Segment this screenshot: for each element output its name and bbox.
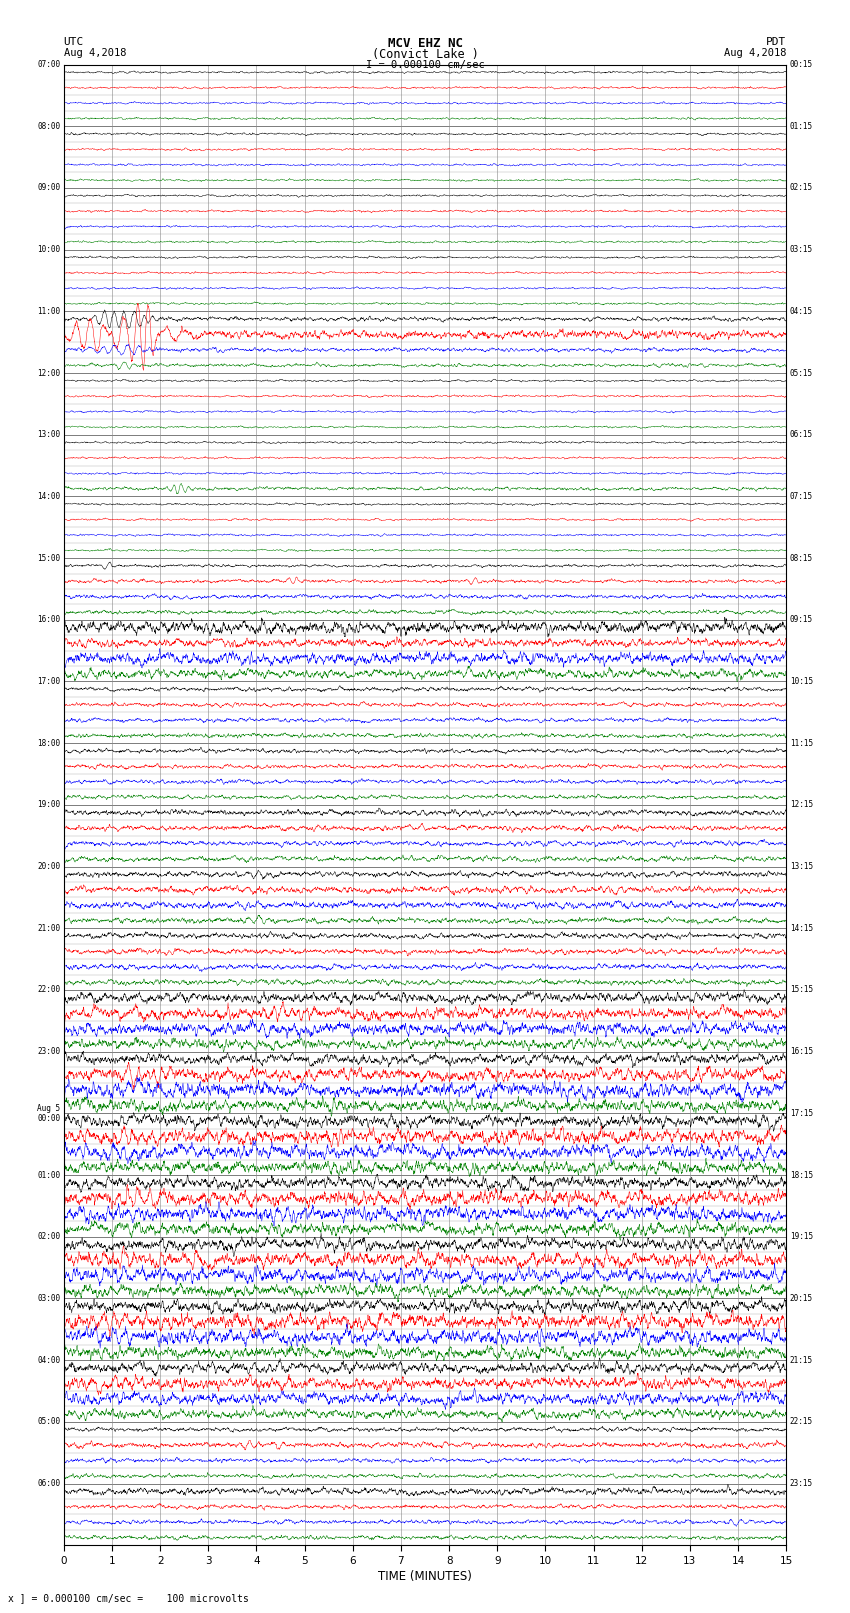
Text: Aug 5
00:00: Aug 5 00:00: [37, 1103, 60, 1123]
X-axis label: TIME (MINUTES): TIME (MINUTES): [378, 1569, 472, 1582]
Text: UTC: UTC: [64, 37, 84, 47]
Text: 12:15: 12:15: [790, 800, 813, 810]
Text: 23:00: 23:00: [37, 1047, 60, 1057]
Text: 06:00: 06:00: [37, 1479, 60, 1489]
Text: 13:00: 13:00: [37, 431, 60, 439]
Text: 21:15: 21:15: [790, 1355, 813, 1365]
Text: x ] = 0.000100 cm/sec =    100 microvolts: x ] = 0.000100 cm/sec = 100 microvolts: [8, 1594, 249, 1603]
Text: 08:15: 08:15: [790, 553, 813, 563]
Text: 13:15: 13:15: [790, 861, 813, 871]
Text: 16:00: 16:00: [37, 615, 60, 624]
Text: 17:00: 17:00: [37, 677, 60, 686]
Text: (Convict Lake ): (Convict Lake ): [371, 48, 479, 61]
Text: 18:00: 18:00: [37, 739, 60, 748]
Text: 11:00: 11:00: [37, 306, 60, 316]
Text: PDT: PDT: [766, 37, 786, 47]
Text: 20:00: 20:00: [37, 861, 60, 871]
Text: 07:00: 07:00: [37, 60, 60, 69]
Text: Aug 4,2018: Aug 4,2018: [723, 48, 786, 58]
Text: 16:15: 16:15: [790, 1047, 813, 1057]
Text: 21:00: 21:00: [37, 924, 60, 932]
Text: 12:00: 12:00: [37, 368, 60, 377]
Text: 20:15: 20:15: [790, 1294, 813, 1303]
Text: Aug 4,2018: Aug 4,2018: [64, 48, 127, 58]
Text: 02:15: 02:15: [790, 184, 813, 192]
Text: MCV EHZ NC: MCV EHZ NC: [388, 37, 462, 50]
Text: 15:15: 15:15: [790, 986, 813, 995]
Text: 06:15: 06:15: [790, 431, 813, 439]
Text: 10:00: 10:00: [37, 245, 60, 255]
Text: 04:15: 04:15: [790, 306, 813, 316]
Text: 19:00: 19:00: [37, 800, 60, 810]
Text: 05:00: 05:00: [37, 1418, 60, 1426]
Text: 04:00: 04:00: [37, 1355, 60, 1365]
Text: 18:15: 18:15: [790, 1171, 813, 1179]
Text: 09:00: 09:00: [37, 184, 60, 192]
Text: 14:00: 14:00: [37, 492, 60, 502]
Text: 07:15: 07:15: [790, 492, 813, 502]
Text: 22:00: 22:00: [37, 986, 60, 995]
Text: 03:15: 03:15: [790, 245, 813, 255]
Text: 01:00: 01:00: [37, 1171, 60, 1179]
Text: 19:15: 19:15: [790, 1232, 813, 1242]
Text: 00:15: 00:15: [790, 60, 813, 69]
Text: 11:15: 11:15: [790, 739, 813, 748]
Text: 08:00: 08:00: [37, 121, 60, 131]
Text: 09:15: 09:15: [790, 615, 813, 624]
Text: 14:15: 14:15: [790, 924, 813, 932]
Text: 17:15: 17:15: [790, 1108, 813, 1118]
Text: 15:00: 15:00: [37, 553, 60, 563]
Text: I = 0.000100 cm/sec: I = 0.000100 cm/sec: [366, 60, 484, 69]
Text: 05:15: 05:15: [790, 368, 813, 377]
Text: 10:15: 10:15: [790, 677, 813, 686]
Text: 22:15: 22:15: [790, 1418, 813, 1426]
Text: 03:00: 03:00: [37, 1294, 60, 1303]
Text: 02:00: 02:00: [37, 1232, 60, 1242]
Text: 23:15: 23:15: [790, 1479, 813, 1489]
Text: 01:15: 01:15: [790, 121, 813, 131]
